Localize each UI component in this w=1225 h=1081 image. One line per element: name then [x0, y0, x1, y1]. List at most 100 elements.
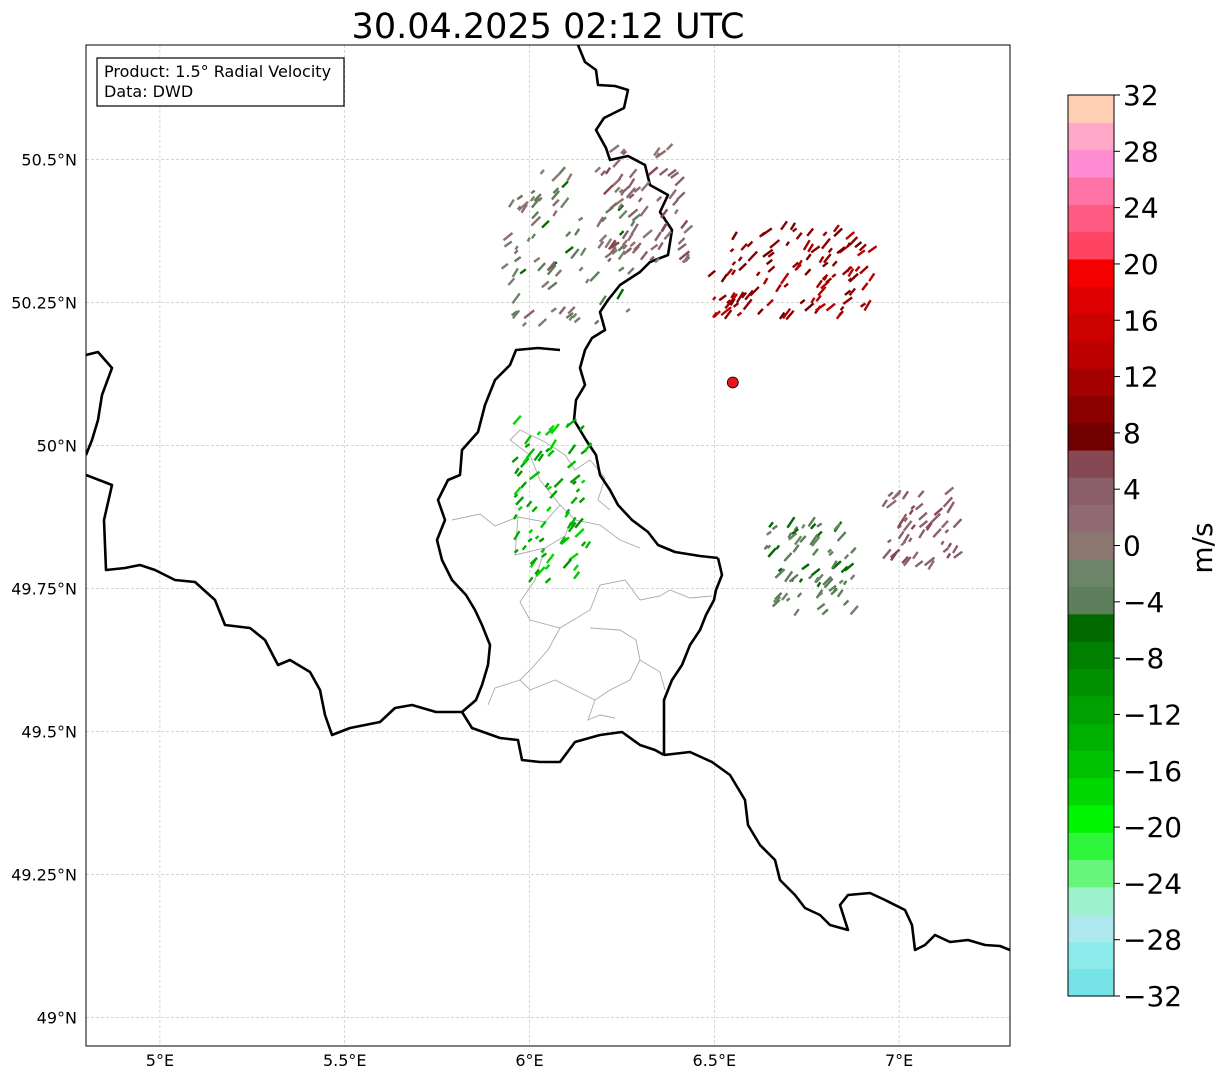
radar-echo [842, 599, 850, 607]
radar-echo [554, 269, 563, 277]
radar-echo [839, 305, 845, 311]
radar-echo [533, 193, 542, 202]
border-belgium-luxembourg [435, 346, 561, 713]
radar-echo [762, 277, 769, 285]
radar-echo [598, 234, 608, 243]
radar-echo [838, 310, 844, 316]
radar-echo [763, 544, 769, 551]
radar-echo [849, 574, 856, 581]
radar-echo [621, 185, 630, 194]
radar-echo [843, 554, 850, 560]
radar-echo [808, 574, 813, 580]
radar-echo [942, 496, 954, 508]
radar-echo [845, 231, 856, 241]
radar-echo [816, 522, 823, 528]
radar-echo [565, 231, 572, 238]
radar-echo [946, 501, 955, 514]
radar-echo [861, 282, 869, 291]
radar-echo [927, 559, 935, 570]
border-luxembourg-france [460, 711, 665, 764]
radar-site-marker[interactable] [726, 376, 739, 389]
radar-echo [677, 242, 687, 251]
radar-echo [594, 166, 602, 174]
radar-echo [755, 271, 761, 277]
radar-echo [529, 556, 538, 565]
radar-echo [811, 548, 819, 557]
radar-echo [618, 203, 624, 209]
border-luxembourg-germany [662, 557, 724, 755]
border-belgium-germany [572, 45, 719, 560]
radar-echo [630, 220, 636, 227]
radar-echo [953, 550, 963, 559]
radar-echo [933, 507, 944, 516]
y-tick-label: 49°N [37, 1008, 77, 1027]
radar-echo [771, 598, 781, 608]
radar-echo [868, 272, 876, 282]
radar-echo [531, 211, 540, 220]
radar-echo [528, 576, 534, 583]
colorbar-tick-label: −32 [1123, 980, 1182, 1013]
radar-echo [806, 227, 815, 237]
radar-echo [767, 547, 777, 558]
radar-echo [531, 505, 538, 513]
radar-echo [511, 309, 521, 320]
colorbar-block [1068, 968, 1114, 997]
radar-echo [570, 496, 578, 505]
radar-echo [508, 198, 515, 208]
radar-echo [908, 537, 913, 543]
radar-echo [511, 456, 519, 464]
colorbar-block [1068, 722, 1114, 751]
radar-echo [918, 511, 928, 521]
radar-echo [579, 247, 587, 257]
radar-echo [846, 266, 852, 273]
radar-echo [810, 567, 821, 577]
radar-echo [528, 470, 541, 481]
radar-echo [560, 197, 570, 209]
radar-echo [611, 177, 622, 187]
radar-echo [656, 195, 663, 202]
radar-echo [580, 541, 587, 547]
radar-echo [836, 531, 847, 542]
radar-echo [525, 500, 533, 508]
radar-echo [735, 291, 745, 304]
colorbar-block [1068, 914, 1114, 942]
radar-echo [766, 544, 772, 550]
radar-echo [784, 570, 794, 583]
y-tick-label: 49.25°N [11, 865, 77, 884]
radar-echo [914, 560, 924, 568]
radar-echo [683, 224, 694, 234]
radar-echo [530, 189, 536, 195]
map-panel[interactable]: Product: 1.5° Radial Velocity Data: DWD [85, 44, 1011, 1047]
radar-echo [516, 205, 522, 211]
radar-echo [930, 512, 942, 524]
radar-echo [514, 467, 520, 475]
radar-echo [657, 241, 664, 251]
border-belgium-france [86, 473, 462, 737]
radar-echo [818, 255, 825, 264]
radar-echo [598, 295, 607, 306]
radar-echo [607, 257, 612, 263]
radar-echo [579, 424, 585, 431]
colorbar-tick-label: 0 [1123, 530, 1141, 563]
radar-echo [901, 490, 910, 500]
radar-echo [626, 187, 637, 198]
radar-echo [801, 563, 810, 571]
border-france-germany [663, 750, 1010, 952]
radar-echo [762, 248, 774, 258]
radar-echo [544, 564, 551, 571]
x-axis-ticks: 5°E 5.5°E 6°E 6.5°E 7°E [146, 1051, 913, 1070]
colorbar-block [1068, 832, 1114, 861]
colorbar-block [1068, 395, 1114, 424]
colorbar-block [1068, 941, 1114, 970]
canton-boundary-line [519, 627, 641, 701]
radar-echo [946, 552, 952, 559]
radar-echo [911, 551, 919, 560]
radar-echo [742, 298, 753, 311]
radar-echo [514, 245, 519, 251]
radar-echo [608, 144, 620, 154]
colorbar-block [1068, 613, 1114, 642]
radar-echo [737, 256, 743, 262]
radar-echo [627, 177, 636, 189]
radar-echo [766, 530, 772, 536]
radar-echo [665, 143, 674, 151]
